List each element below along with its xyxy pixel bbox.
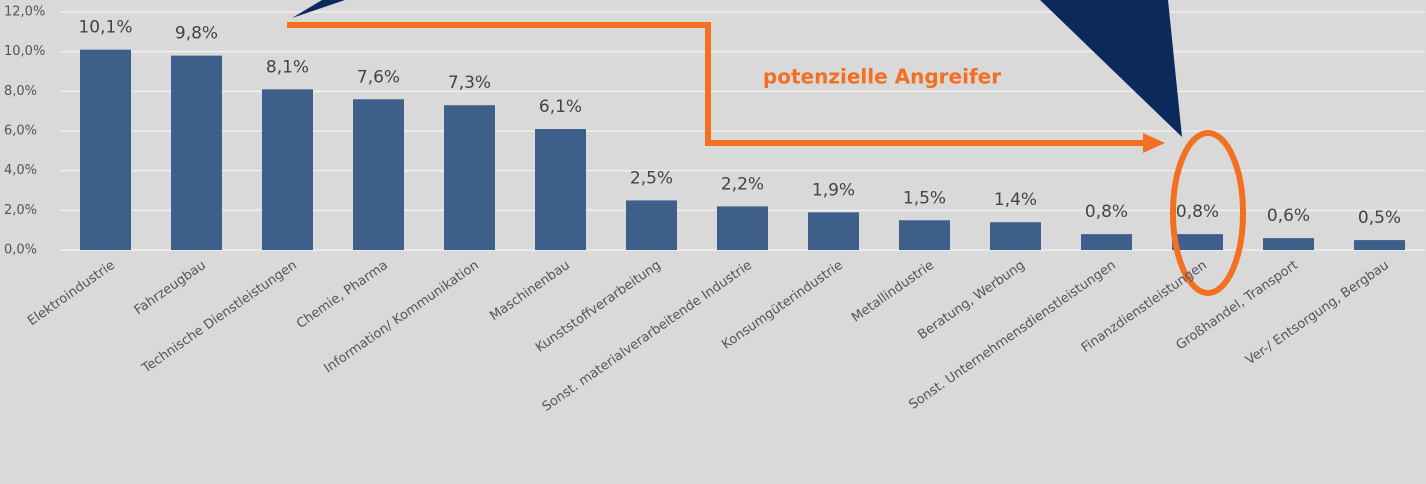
y-tick-label: 0,0% <box>4 243 37 258</box>
value-label: 1,5% <box>903 188 946 208</box>
highlight-ellipse <box>1170 130 1246 296</box>
annotation: potenzielle Angreifer <box>763 65 1001 89</box>
bar <box>717 206 768 250</box>
bar <box>535 129 586 250</box>
bar <box>1081 234 1132 250</box>
value-label: 1,4% <box>994 190 1037 210</box>
bar <box>626 200 677 250</box>
bar <box>80 49 131 250</box>
bar <box>808 212 859 250</box>
bar <box>1263 238 1314 250</box>
bar <box>444 105 495 250</box>
value-label: 7,3% <box>448 73 491 93</box>
callout-pointer <box>292 0 345 18</box>
y-tick-label: 6,0% <box>4 124 37 139</box>
value-label: 0,6% <box>1267 206 1310 226</box>
bar <box>171 55 222 251</box>
y-tick-label: 12,0% <box>4 5 45 20</box>
value-label: 0,5% <box>1358 208 1401 228</box>
callout-pointer <box>1040 0 1182 137</box>
value-label: 6,1% <box>539 97 582 117</box>
y-tick-label: 8,0% <box>4 84 37 99</box>
arrow-head <box>1143 133 1165 153</box>
bar <box>1354 240 1405 250</box>
value-label: 0,8% <box>1085 202 1128 222</box>
value-label: 2,2% <box>721 174 764 194</box>
bar <box>262 89 313 250</box>
arrow <box>287 22 1145 146</box>
y-tick-label: 2,0% <box>4 203 37 218</box>
bar <box>353 99 404 251</box>
value-label: 7,6% <box>357 67 400 87</box>
bar <box>1172 234 1223 250</box>
y-tick-label: 10,0% <box>4 44 45 59</box>
y-tick-label: 4,0% <box>4 163 37 178</box>
bar <box>990 222 1041 250</box>
value-label: 1,9% <box>812 180 855 200</box>
value-label: 0,8% <box>1176 202 1219 222</box>
bars <box>80 49 1405 251</box>
bar <box>899 220 950 250</box>
value-label: 10,1% <box>78 18 132 38</box>
value-label: 9,8% <box>175 24 218 44</box>
value-label: 2,5% <box>630 168 673 188</box>
value-label: 8,1% <box>266 57 309 77</box>
